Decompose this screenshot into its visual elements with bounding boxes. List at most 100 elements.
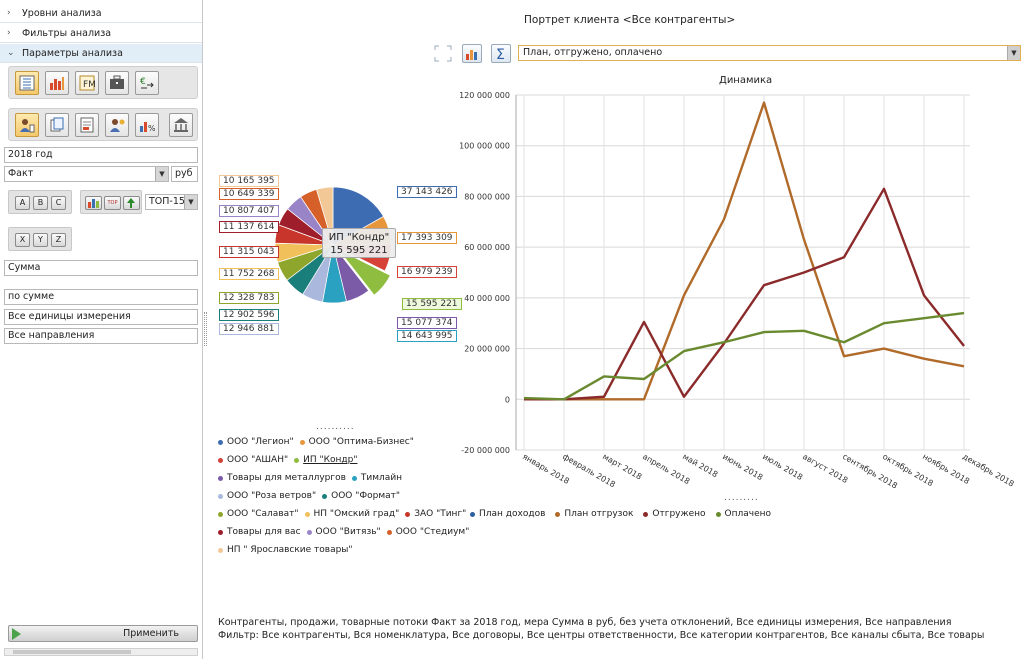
period-field[interactable]: 2018 год <box>4 147 198 163</box>
measure-field[interactable]: Сумма <box>4 260 198 276</box>
x-tick-label: июнь 2018 <box>721 452 764 482</box>
legend-label: ЗАО "Тинг" <box>414 509 467 519</box>
legend-row: Товары для вас ООО "Витязь" ООО "Стедиум" <box>218 527 469 545</box>
list-view-button[interactable] <box>15 71 39 95</box>
line-chart-legend: План доходов План отгрузок Отгружено Оплаче… <box>470 509 781 520</box>
apply-button[interactable]: Применить <box>8 625 198 642</box>
legend-item[interactable]: ООО "Оптима-Бизнес" <box>299 437 414 448</box>
legend-item[interactable]: ООО "Салават" <box>218 509 299 520</box>
legend-item[interactable]: ООО "АШАН" <box>218 455 288 466</box>
pie-pager[interactable]: .......... <box>316 422 355 432</box>
formula-button[interactable]: FM <box>75 71 99 95</box>
legend-label: План отгрузок <box>564 509 634 519</box>
percent-chart-button[interactable]: % <box>135 113 159 137</box>
accordion-analysis-parameters[interactable]: ⌄ Параметры анализа <box>0 44 202 63</box>
currency-field[interactable]: руб <box>171 166 198 182</box>
y-tick-label: 80 000 000 <box>464 192 510 201</box>
xyz-y-button[interactable]: Y <box>33 233 48 247</box>
xyz-x-button[interactable]: X <box>15 233 30 247</box>
legend-item[interactable]: ИП "Кондр" <box>294 455 357 466</box>
bank-button[interactable] <box>169 113 193 137</box>
series-line[interactable] <box>524 187 965 401</box>
legend-dot-icon <box>299 439 305 445</box>
legend-item[interactable]: ООО "Стедиум" <box>386 527 469 538</box>
legend-item[interactable]: ООО "Роза ветров" <box>218 491 316 502</box>
line-chart-pager[interactable]: ......... <box>724 493 759 503</box>
fullscreen-button[interactable] <box>433 44 453 63</box>
abc-b-button[interactable]: B <box>33 196 48 210</box>
accordion-analysis-levels[interactable]: › Уровни анализа <box>0 4 202 23</box>
pie-legend: ООО "Легион" ООО "Оптима-Бизнес" ООО "АШАН… <box>218 437 469 563</box>
series-line[interactable] <box>523 311 965 401</box>
xyz-z-button[interactable]: Z <box>51 233 66 247</box>
legend-label: ООО "Оптима-Бизнес" <box>308 437 414 447</box>
chevron-down-icon[interactable]: ▼ <box>1007 46 1020 60</box>
y-tick-label: 60 000 000 <box>464 243 510 252</box>
legend-item[interactable]: НП " Ярославские товары" <box>218 545 353 556</box>
abc-c-button[interactable]: C <box>51 196 66 210</box>
legend-dot-icon <box>386 529 392 535</box>
scenario-select[interactable]: Факт ▼ <box>4 166 169 182</box>
legend-label: Товары для металлургов <box>227 473 346 483</box>
legend-dot-icon <box>306 529 312 535</box>
legend-item[interactable]: План отгрузок <box>555 509 633 520</box>
legend-label: План доходов <box>479 509 546 519</box>
horizontal-scrollbar[interactable] <box>4 648 198 656</box>
chevron-down-icon[interactable]: ▼ <box>184 195 197 209</box>
chevron-down-icon[interactable]: ▼ <box>155 167 168 181</box>
sum-button[interactable]: Σ <box>491 44 511 63</box>
legend-item[interactable]: Тимлайн <box>351 473 402 484</box>
legend-row: НП " Ярославские товары" <box>218 545 458 563</box>
legend-item[interactable]: Оплачено <box>715 509 771 520</box>
report-icon <box>80 117 94 133</box>
legend-item[interactable]: ООО "Формат" <box>322 491 400 502</box>
legend-label: НП "Омский град" <box>313 509 400 519</box>
legend-item[interactable]: НП "Омский град" <box>304 509 400 520</box>
person-settings-button[interactable] <box>105 113 129 137</box>
formula-icon: FM <box>79 75 95 91</box>
pie-value-label: 12 902 596 <box>219 309 279 321</box>
pie-slice[interactable] <box>338 249 391 296</box>
measure-select-value: План, отгружено, оплачено <box>523 47 663 58</box>
chevron-right-icon: › <box>7 8 11 18</box>
legend-row: ООО "Легион" ООО "Оптима-Бизнес" <box>218 437 458 455</box>
chart-filter-button[interactable] <box>85 196 102 210</box>
percent-chart-icon: % <box>140 122 155 133</box>
directions-field[interactable]: Все направления <box>4 328 198 344</box>
measure-select[interactable]: План, отгружено, оплачено ▼ <box>518 45 1021 61</box>
accordion-label: Параметры анализа <box>22 48 123 59</box>
briefcase-icon <box>110 75 124 89</box>
legend-dot-icon <box>470 511 475 517</box>
panel-splitter[interactable] <box>204 312 207 346</box>
top-tools-group: TOP <box>80 190 142 214</box>
legend-label: Отгружено <box>652 509 706 519</box>
documents-icon <box>50 117 64 132</box>
units-field[interactable]: Все единицы измерения <box>4 309 198 325</box>
legend-item[interactable]: ООО "Легион" <box>218 437 294 448</box>
pie-value-label: 15 077 374 <box>397 317 457 329</box>
legend-item[interactable]: Товары для металлургов <box>218 473 346 484</box>
briefcase-button[interactable] <box>105 71 129 95</box>
legend-item[interactable]: План доходов <box>470 509 545 520</box>
legend-item[interactable]: ООО "Витязь" <box>306 527 381 538</box>
xyz-group: X Y Z <box>8 227 72 251</box>
legend-item[interactable]: ЗАО "Тинг" <box>405 509 466 520</box>
report-button[interactable] <box>75 113 99 137</box>
legend-item[interactable]: Товары для вас <box>218 527 301 538</box>
currency-exchange-button[interactable]: € <box>135 71 159 95</box>
top-button[interactable]: TOP <box>104 196 121 210</box>
top-select[interactable]: ТОП-15 ▼ <box>145 194 198 210</box>
series-line[interactable] <box>524 101 965 401</box>
client-portrait-button[interactable] <box>15 113 39 137</box>
legend-item[interactable]: Отгружено <box>643 509 706 520</box>
sort-up-button[interactable] <box>123 196 140 210</box>
documents-button[interactable] <box>45 113 69 137</box>
scrollbar-thumb[interactable] <box>13 650 131 654</box>
abc-a-button[interactable]: A <box>15 196 30 210</box>
accordion-analysis-filters[interactable]: › Фильтры анализа <box>0 24 202 43</box>
legend-row: Товары для металлургов Тимлайн <box>218 473 458 491</box>
chart-type-button[interactable] <box>462 44 482 63</box>
bar-chart-button[interactable] <box>45 71 69 95</box>
bar-chart-icon <box>466 50 477 60</box>
sort-field[interactable]: по сумме <box>4 289 198 305</box>
